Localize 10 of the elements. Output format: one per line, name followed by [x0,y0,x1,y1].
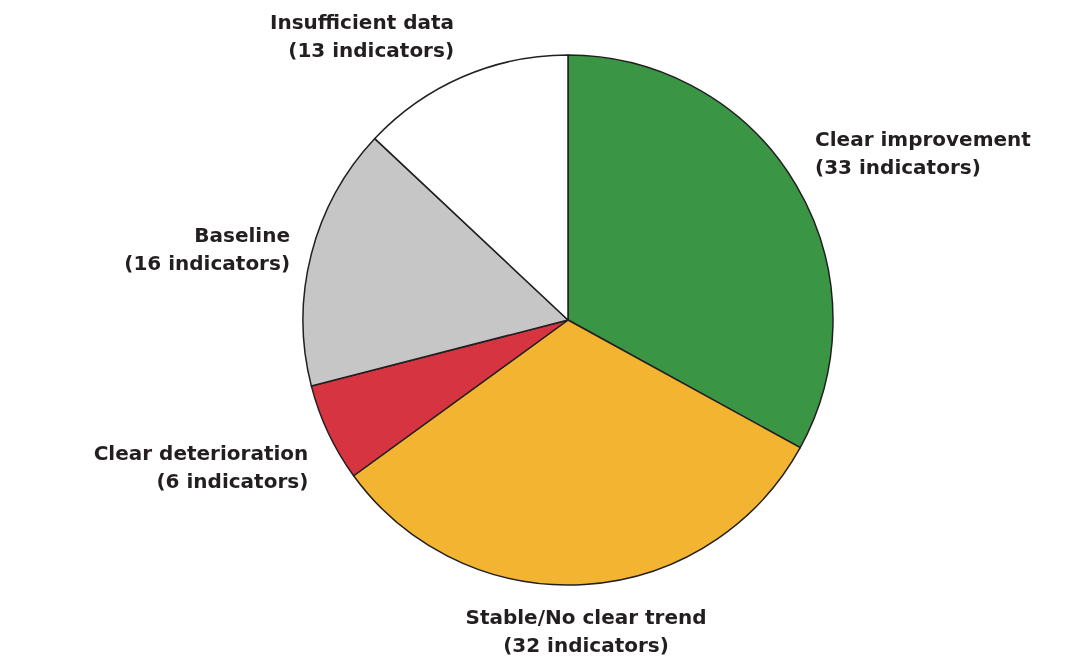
slice-label: Clear improvement [815,126,1032,151]
slice-label: Baseline [194,222,291,247]
data-label: (16 indicators) [124,250,291,275]
data-label: (13 indicators) [288,37,455,62]
data-label: (33 indicators) [815,154,981,179]
data-label: (32 indicators) [503,633,669,658]
slice-label: Clear deterioration [93,441,309,466]
data-label: (6 indicators) [156,469,309,494]
slice-label: Stable/No clear trend [465,605,707,630]
slice-label: Insufficient data [269,9,455,34]
